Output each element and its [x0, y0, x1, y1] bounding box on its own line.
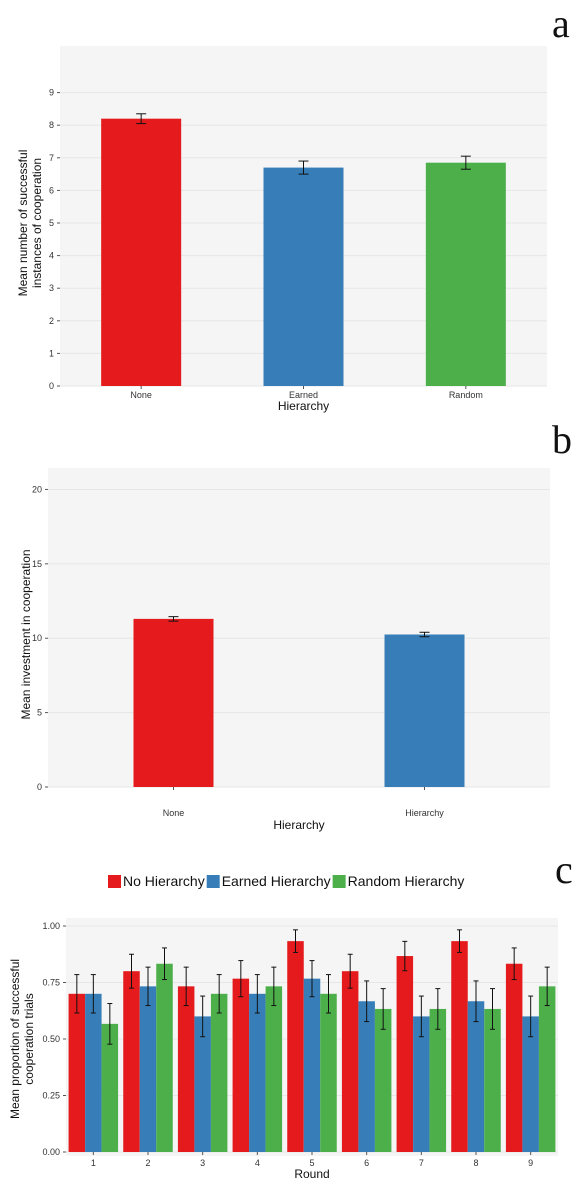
bar-c-round-9-random-hierarchy — [538, 986, 556, 1152]
bar-c-round-6-no-hierarchy — [341, 971, 359, 1152]
bar-c-round-3-no-hierarchy — [177, 986, 195, 1152]
xtick-label-c-3: 3 — [200, 1158, 205, 1168]
legend-swatch-random-hierarchy — [332, 875, 346, 888]
bar-c-round-2-no-hierarchy — [123, 971, 140, 1152]
y-axis-title-c-line-2: cooperation trials — [22, 993, 36, 1084]
xtick-label-c-1: 1 — [91, 1158, 96, 1168]
ytick-label-a-7: 7 — [49, 153, 54, 163]
y-axis-title-c: Mean proportion of successful cooperation… — [8, 959, 36, 1119]
ytick-label-c-2: 0.50 — [42, 1034, 60, 1044]
legend-swatch-earned-hierarchy — [206, 875, 220, 888]
bar-c-round-3-random-hierarchy — [210, 993, 228, 1152]
bar-c-round-4-random-hierarchy — [265, 986, 283, 1152]
ytick-label-b-4: 20 — [32, 484, 42, 494]
xtick-label-c-8: 8 — [473, 1158, 478, 1168]
ytick-label-a-5: 5 — [49, 218, 54, 228]
ytick-label-c-0: 0.00 — [42, 1147, 60, 1157]
bar-b-hierarchy — [384, 634, 465, 787]
bar-c-round-3-earned-hierarchy — [194, 1016, 211, 1152]
legend-label-random-hierarchy: Random Hierarchy — [348, 873, 465, 889]
y-axis-title-b-line-1: Mean investment in cooperation — [19, 549, 33, 719]
x-axis-title-b: Hierarchy — [273, 818, 324, 832]
bar-c-round-1-earned-hierarchy — [85, 993, 102, 1152]
chart-b: 0 5 10 15 20 None Hierarchy Hierarchy Mean inves… — [19, 468, 550, 832]
legend-label-no-hierarchy: No Hierarchy — [123, 873, 205, 889]
ytick-label-b-0: 0 — [37, 782, 42, 792]
bar-c-round-2-earned-hierarchy — [139, 986, 157, 1152]
y-axis-title-c-line-1: Mean proportion of successful — [8, 959, 22, 1119]
panel-b: b 0 5 10 15 20 None Hierarchy Hierarchy Mean inv… — [0, 420, 581, 840]
legend-swatch-no-hierarchy — [108, 875, 121, 888]
xtick-label-c-9: 9 — [528, 1158, 533, 1168]
ytick-label-a-2: 2 — [49, 316, 54, 326]
x-axis-title-a: Hierarchy — [278, 399, 329, 413]
xtick-label-a-earned: Earned — [289, 390, 318, 400]
bar-b-none — [133, 618, 214, 787]
y-axis-title-a-line-1: Mean number of successful — [16, 150, 30, 297]
bar-c-round-5-random-hierarchy — [320, 993, 337, 1152]
chart-c: 0.00 0.25 0.50 0.75 1.00 1 2 3 4 5 6 7 8 9 Round Mean p… — [8, 873, 558, 1181]
bar-c-round-5-earned-hierarchy — [303, 978, 321, 1152]
y-axis-title-b: Mean investment in cooperation — [19, 549, 33, 719]
xtick-label-c-5: 5 — [309, 1158, 314, 1168]
bar-c-round-5-no-hierarchy — [287, 941, 304, 1152]
bar-c-round-9-no-hierarchy — [505, 963, 523, 1152]
ytick-label-b-1: 5 — [37, 708, 42, 718]
x-axis-title-c: Round — [294, 1167, 329, 1181]
ytick-label-a-9: 9 — [49, 88, 54, 98]
panel-label-a: a — [552, 1, 570, 46]
y-axis-title-a: Mean number of successful instances of co… — [16, 150, 44, 297]
xtick-label-c-6: 6 — [364, 1158, 369, 1168]
ytick-label-c-1: 0.25 — [42, 1091, 60, 1101]
bar-c-round-6-earned-hierarchy — [358, 1001, 375, 1152]
plot-area-b — [48, 468, 550, 787]
bar-c-round-1-no-hierarchy — [68, 993, 86, 1152]
xtick-label-b-none: None — [163, 808, 185, 818]
bar-c-round-1-random-hierarchy — [101, 1023, 119, 1152]
bar-c-round-2-random-hierarchy — [156, 963, 173, 1152]
bar-c-round-8-no-hierarchy — [451, 941, 468, 1152]
bar-c-round-4-no-hierarchy — [232, 978, 250, 1152]
legend-label-earned-hierarchy: Earned Hierarchy — [222, 873, 331, 889]
ytick-label-c-4: 1.00 — [42, 921, 60, 931]
bar-c-round-8-random-hierarchy — [484, 1008, 501, 1152]
ytick-label-b-2: 10 — [32, 633, 42, 643]
bar-c-round-6-random-hierarchy — [374, 1008, 392, 1152]
panel-a: a 0 1 2 3 4 5 6 7 8 9 None Earned Random Hierarchy Mea… — [0, 0, 581, 420]
bar-a-random — [425, 162, 506, 386]
bar-c-round-7-no-hierarchy — [396, 956, 414, 1152]
ytick-label-a-4: 4 — [49, 251, 54, 261]
bar-c-round-8-earned-hierarchy — [467, 1001, 485, 1152]
legend-c: No Hierarchy Earned Hierarchy Random Hiera… — [108, 873, 464, 889]
ytick-label-b-3: 15 — [32, 559, 42, 569]
panel-label-c: c — [555, 847, 573, 892]
ytick-label-a-1: 1 — [49, 348, 54, 358]
xtick-label-a-random: Random — [449, 390, 483, 400]
panel-c: c 0.00 0.25 0.50 0.75 1.00 1 2 3 4 5 6 7 8 9 Round Mean… — [0, 840, 581, 1190]
xtick-label-b-hierarchy: Hierarchy — [405, 808, 444, 818]
ytick-label-a-6: 6 — [49, 185, 54, 195]
panel-label-b: b — [552, 417, 572, 462]
bar-a-none — [101, 118, 182, 387]
bar-c-round-9-earned-hierarchy — [522, 1016, 539, 1152]
bar-a-earned — [263, 167, 344, 386]
bar-c-round-7-random-hierarchy — [429, 1008, 447, 1152]
xtick-label-c-7: 7 — [419, 1158, 424, 1168]
bar-c-round-4-earned-hierarchy — [249, 993, 266, 1152]
bar-c-round-7-earned-hierarchy — [413, 1016, 430, 1152]
chart-a: 0 1 2 3 4 5 6 7 8 9 None Earned Random Hierarchy Mean … — [16, 46, 547, 413]
ytick-label-a-8: 8 — [49, 120, 54, 130]
ytick-label-c-3: 0.75 — [42, 978, 60, 988]
ytick-label-a-3: 3 — [49, 283, 54, 293]
xtick-label-a-none: None — [130, 390, 152, 400]
y-axis-title-a-line-2: instances of cooperation — [30, 158, 44, 288]
xtick-label-c-2: 2 — [145, 1158, 150, 1168]
xtick-label-c-4: 4 — [255, 1158, 260, 1168]
ytick-label-a-0: 0 — [49, 381, 54, 391]
